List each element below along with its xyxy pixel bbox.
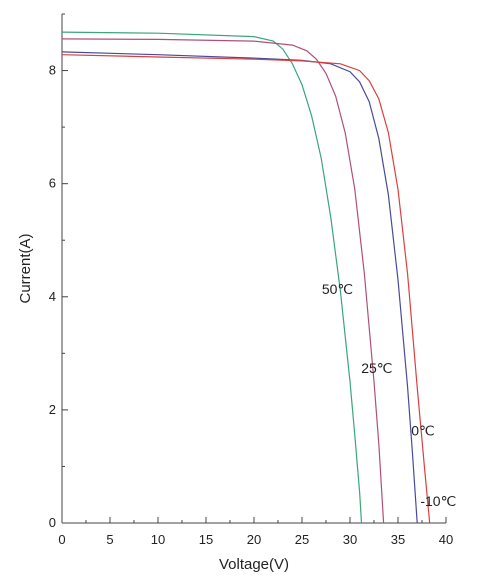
- curve-label: 25℃: [361, 360, 392, 376]
- curve-label: 50℃: [322, 281, 353, 297]
- series-line: [61, 38, 385, 524]
- y-tick-label: 0: [49, 515, 56, 530]
- curve-labels: 50℃ 25℃ 0℃ -10℃: [322, 281, 456, 509]
- y-tick-label: 6: [49, 176, 56, 191]
- y-axis-title: Current(A): [17, 233, 34, 303]
- y-ticks: 0 2 4 6 8: [49, 13, 68, 530]
- series-line: [61, 51, 418, 524]
- x-ticks: 0 5 10 15 20 25 30 35 40: [58, 517, 453, 547]
- plot-area: 0 5 10 15 20 25 30 35 40 0 2 4 6 8 50℃ 25℃ 0℃ -10℃: [49, 13, 456, 547]
- y-tick-label: 4: [49, 289, 56, 304]
- x-tick-label: 10: [151, 532, 165, 547]
- x-tick-label: 5: [106, 532, 113, 547]
- x-tick-label: 40: [439, 532, 453, 547]
- y-tick-label: 8: [49, 63, 56, 78]
- series-group: [61, 31, 431, 524]
- x-tick-label: 25: [295, 532, 309, 547]
- curve-label: 0℃: [411, 422, 435, 438]
- x-tick-label: 35: [391, 532, 405, 547]
- x-tick-label: 0: [58, 532, 65, 547]
- x-tick-label: 15: [199, 532, 213, 547]
- curve-label: -10℃: [420, 493, 456, 509]
- x-tick-label: 20: [247, 532, 261, 547]
- series-line: [61, 54, 431, 524]
- series-line: [61, 31, 363, 524]
- x-axis-title: Voltage(V): [219, 556, 289, 573]
- y-tick-label: 2: [49, 402, 56, 417]
- x-tick-label: 30: [343, 532, 357, 547]
